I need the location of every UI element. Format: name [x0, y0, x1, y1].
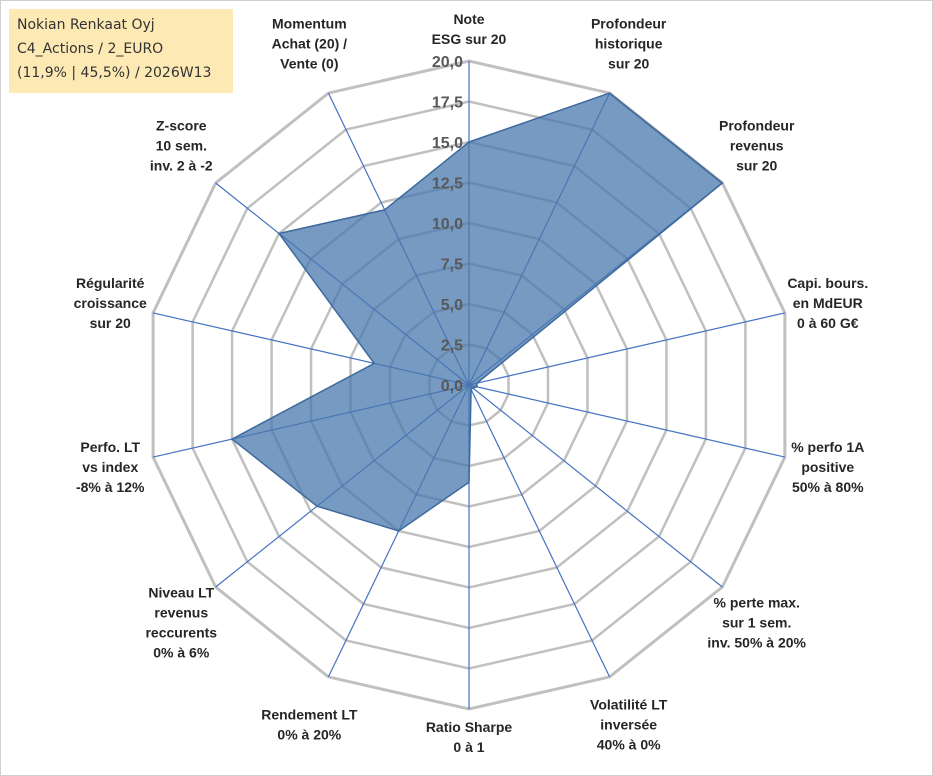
tick-label: 17,5 — [432, 95, 463, 112]
tick-label: 20,0 — [432, 54, 463, 71]
axis-label: % perfo 1A positive 50% à 80% — [791, 439, 864, 495]
axis-label: Z-score 10 sem. inv. 2 à -2 — [150, 118, 213, 174]
tick-label: 2,5 — [441, 338, 463, 355]
axis-label: % perte max. sur 1 sem. inv. 50% à 20% — [707, 594, 806, 650]
info-box: Nokian Renkaat Oyj C4_Actions / 2_EURO (… — [9, 9, 233, 93]
series-layer — [230, 92, 724, 532]
tick-label: 5,0 — [441, 297, 463, 314]
tick-label: 12,5 — [432, 176, 463, 193]
series-area — [230, 92, 724, 532]
axis-label: Perfo. LT vs index -8% à 12% — [76, 439, 145, 495]
axis-label: Profondeur historique sur 20 — [591, 15, 667, 71]
axis-spoke — [468, 384, 723, 588]
axis-label: Ratio Sharpe 0 à 1 — [426, 719, 513, 755]
tick-label: 7,5 — [441, 257, 463, 274]
axis-label: Note ESG sur 20 — [432, 11, 507, 47]
axis-label: Momentum Achat (20) / Vente (0) — [272, 15, 348, 71]
label-layer: Note ESG sur 20 Profondeur historique sur 20… — [74, 11, 869, 755]
axis-label: Rendement LT 0% à 20% — [261, 707, 358, 743]
axis-label: Volatilité LT inversée 40% à 0% — [590, 697, 668, 753]
axis-label: Régularité croissance sur 20 — [74, 275, 147, 331]
axis-spoke — [468, 312, 786, 386]
axis-label: Niveau LT revenus reccurents 0% à 6% — [145, 584, 217, 660]
portfolio-category: C4_Actions / 2_EURO — [17, 41, 164, 57]
tick-layer: 0,0 2,5 5,0 7,5 10,0 12,5 15,0 17,5 20,0 — [432, 54, 463, 395]
axis-spoke — [468, 384, 786, 458]
company-name: Nokian Renkaat Oyj — [17, 17, 155, 33]
tick-label: 15,0 — [432, 135, 463, 152]
tick-label: 0,0 — [441, 378, 463, 395]
axis-label: Capi. bours. en MdEUR 0 à 60 G€ — [787, 275, 868, 331]
tick-label: 10,0 — [432, 216, 463, 233]
period-stats: (11,9% | 45,5%) / 2026W13 — [17, 65, 212, 81]
axis-label: Profondeur revenus sur 20 — [719, 118, 795, 174]
axis-spoke — [468, 384, 611, 678]
